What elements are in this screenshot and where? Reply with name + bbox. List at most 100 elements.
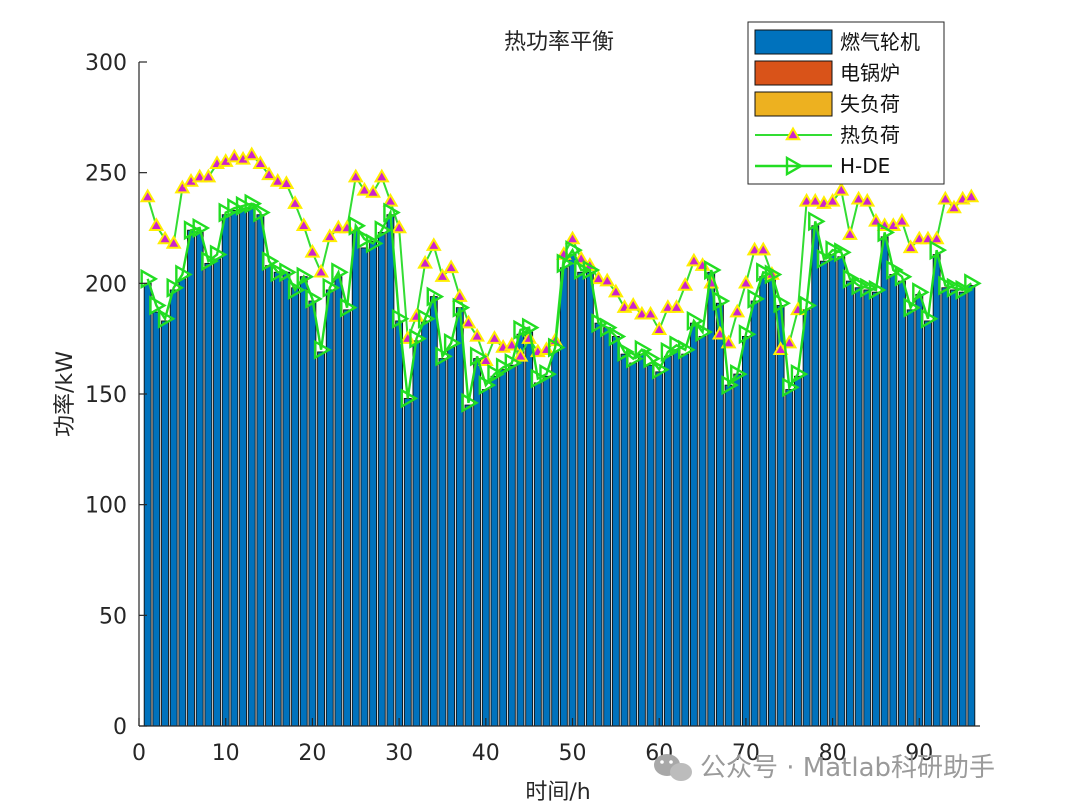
h-de-point: [383, 202, 401, 223]
heat-load-point: [434, 268, 451, 282]
bar-gas-turbine: [542, 375, 551, 727]
h-de-point: [426, 286, 445, 307]
heat-load-point: [755, 241, 772, 256]
h-de-point: [747, 288, 765, 309]
heat-load-point: [868, 212, 884, 227]
bar-gas-turbine: [455, 307, 464, 727]
heat-load-point: [928, 230, 945, 245]
h-de-point: [851, 275, 870, 296]
h-de-point: [296, 266, 315, 287]
h-de-point: [617, 341, 635, 363]
heat-load-point: [278, 175, 295, 189]
h-de-point: [469, 346, 488, 367]
heat-load-point: [373, 168, 390, 183]
bar-gas-turbine: [265, 265, 273, 727]
bar-gas-turbine: [837, 256, 846, 727]
heat-load-point: [729, 303, 746, 318]
bar-gas-turbine: [820, 260, 828, 727]
h-de-point: [903, 297, 922, 318]
bar-gas-turbine: [655, 371, 664, 727]
h-de-point: [591, 313, 609, 334]
bar-gas-turbine: [291, 287, 299, 727]
heat-load-point: [252, 155, 269, 170]
h-de-point: [599, 317, 618, 338]
y-tick-label: 250: [85, 162, 127, 187]
h-de-point: [331, 262, 349, 283]
h-de-point: [834, 242, 852, 263]
h-de-point: [626, 348, 644, 369]
h-de-point: [660, 341, 679, 363]
h-de-point: [504, 352, 523, 374]
h-de-point: [825, 240, 844, 261]
h-de-point: [860, 277, 878, 298]
bar-gas-turbine: [187, 229, 195, 727]
bar-gas-turbine: [351, 229, 360, 727]
bar-gas-turbine: [282, 271, 291, 727]
heat-load-point: [261, 166, 277, 181]
heat-load-point: [174, 179, 191, 194]
bar-gas-turbine: [603, 327, 612, 727]
y-tick-label: 50: [99, 604, 127, 629]
bar-gas-turbine: [273, 271, 282, 727]
h-de-point: [721, 375, 739, 396]
bar-gas-turbine: [577, 271, 586, 727]
h-de-point: [452, 297, 471, 318]
h-de-point: [487, 364, 505, 385]
h-de-point: [773, 293, 792, 314]
heat-load-point: [685, 252, 702, 267]
bar-gas-turbine: [403, 397, 412, 727]
legend-label: 热负荷: [840, 123, 900, 147]
h-de-point: [764, 264, 783, 285]
bar-gas-turbine: [637, 353, 646, 727]
heat-load-point: [625, 296, 642, 311]
h-de-point: [695, 321, 713, 343]
heat-load-point: [842, 226, 858, 240]
x-axis-title: 时间/h: [525, 780, 590, 805]
x-tick-label: 10: [212, 741, 240, 766]
h-de-point: [964, 273, 982, 294]
h-de-point: [955, 279, 974, 301]
bar-gas-turbine: [481, 389, 490, 727]
bar-gas-turbine: [559, 267, 568, 727]
watermark-text: 公众号 · Matlab科研助手: [700, 753, 995, 783]
legend-swatch: [754, 29, 833, 55]
h-de-point: [374, 220, 393, 241]
x-tick-label: 70: [732, 741, 760, 766]
bar-gas-turbine: [377, 231, 386, 727]
h-de-point: [634, 339, 653, 360]
legend-item-gas-turbine: 燃气轮机: [754, 29, 920, 55]
h-de-point: [886, 259, 904, 281]
x-tick-label: 30: [385, 741, 413, 766]
bar-gas-turbine: [490, 375, 499, 727]
x-tick-label: 20: [298, 741, 326, 766]
legend-label: H-DE: [840, 154, 890, 178]
h-de-point: [894, 266, 913, 287]
h-de-point: [712, 290, 731, 312]
heat-load-point: [946, 199, 962, 214]
h-de-point: [556, 253, 575, 274]
bar-gas-turbine: [724, 384, 733, 727]
bar-gas-turbine: [230, 209, 239, 727]
heat-load-point: [226, 148, 243, 163]
heat-load-point: [599, 272, 616, 287]
bar-gas-turbine: [733, 373, 742, 727]
bar-gas-turbine: [334, 276, 343, 727]
heat-load-point: [807, 192, 824, 207]
y-tick-label: 300: [85, 51, 127, 76]
bar-gas-turbine: [308, 300, 317, 727]
heat-load-point: [460, 314, 477, 329]
bar-gas-turbine: [958, 291, 967, 727]
h-de-point: [756, 262, 774, 283]
bar-gas-turbine: [152, 311, 161, 727]
h-de-point: [738, 324, 757, 345]
legend-label: 电锅炉: [840, 61, 900, 85]
heat-load-point: [321, 228, 338, 243]
h-de-point: [530, 368, 549, 389]
bar-gas-turbine: [924, 320, 932, 727]
h-de-point: [704, 259, 722, 281]
h-de-point: [521, 317, 540, 338]
bar-gas-turbine: [473, 358, 482, 727]
h-de-point: [799, 295, 818, 316]
